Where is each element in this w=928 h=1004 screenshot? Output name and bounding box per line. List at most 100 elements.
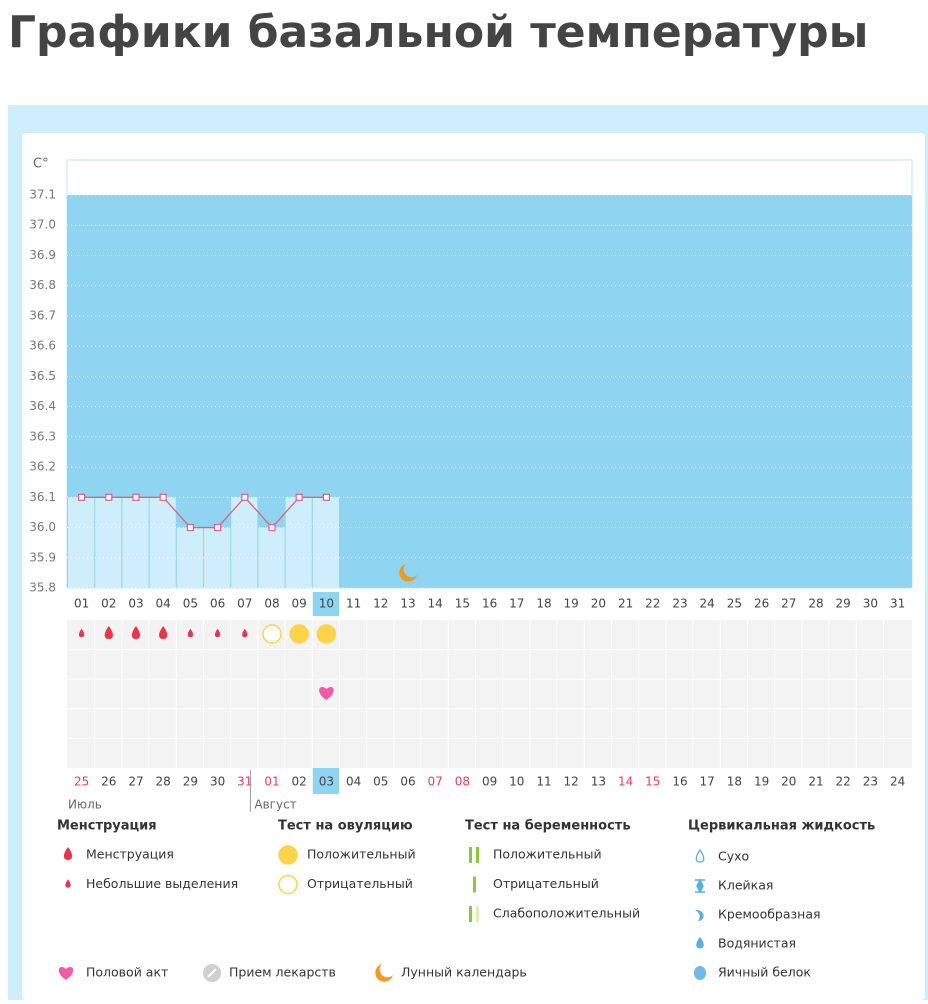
legend-item: Кремообразная [718, 907, 821, 922]
cycle-day: 04 [156, 597, 171, 611]
drop-icon [104, 626, 113, 639]
drop-icon [159, 626, 168, 639]
calendar-date: 01 [264, 775, 279, 789]
legend-item: Отрицательный [307, 876, 413, 891]
cycle-day: 01 [74, 597, 89, 611]
heart-icon [58, 967, 74, 980]
ovulation-icon [289, 624, 309, 644]
cycle-day: 26 [754, 597, 769, 611]
cycle-day: 28 [808, 597, 823, 611]
calendar-date: 23 [863, 775, 878, 789]
drop-icon [214, 628, 221, 638]
ovulation-icon [262, 624, 282, 644]
calendar-date: 04 [346, 775, 361, 789]
calendar-date: 22 [836, 775, 851, 789]
legend-item: Яичный белок [718, 965, 811, 980]
cycle-day: 06 [210, 597, 225, 611]
y-tick-label: 35.9 [29, 550, 56, 564]
y-tick-label: 36.8 [29, 278, 56, 292]
fluid-icon [695, 848, 705, 863]
temperature-column [231, 497, 258, 588]
y-tick-label: 36.5 [29, 369, 56, 383]
calendar-date: 03 [319, 775, 334, 789]
calendar-date: 06 [400, 775, 415, 789]
calendar-date: 29 [183, 775, 198, 789]
y-tick-label: 35.8 [29, 581, 56, 595]
calendar-date: 21 [808, 775, 823, 789]
cycle-day: 17 [509, 597, 524, 611]
temperature-column [176, 527, 203, 588]
cycle-day: 03 [128, 597, 143, 611]
y-tick-label: 36.7 [29, 308, 56, 322]
legend-item: Отрицательный [493, 876, 599, 891]
page-title: Графики базальной температуры [8, 7, 868, 58]
month-label: Август [254, 798, 296, 812]
temperature-point [295, 493, 303, 501]
fluid-icon [694, 966, 706, 980]
cycle-day: 20 [591, 597, 606, 611]
legend-item: Половой акт [86, 965, 168, 980]
cycle-day: 14 [428, 597, 443, 611]
heart-icon [319, 687, 334, 700]
temperature-column [149, 497, 176, 588]
drop-icon [242, 628, 248, 638]
cycle-day: 31 [890, 597, 905, 611]
fluid-icon [695, 909, 704, 921]
temperature-point [159, 493, 167, 501]
temperature-point [241, 493, 249, 501]
cycle-day: 27 [781, 597, 796, 611]
cycle-day: 07 [237, 597, 252, 611]
calendar-date: 19 [754, 775, 769, 789]
temperature-point [77, 493, 86, 501]
cycle-day: 22 [645, 597, 660, 611]
legend-item: Клейкая [718, 878, 773, 893]
drop-icon [65, 879, 71, 888]
cycle-day: 21 [618, 597, 633, 611]
y-unit: C° [33, 157, 49, 172]
y-tick-label: 37.1 [29, 188, 56, 202]
ovulation-icon [278, 874, 298, 895]
calendar-date: 28 [156, 775, 171, 789]
fluid-icon [695, 878, 705, 894]
cycle-day: 16 [482, 597, 497, 611]
cycle-day: 30 [863, 597, 878, 611]
legend-item: Небольшие выделения [86, 876, 238, 891]
pill-icon [207, 968, 217, 978]
cycle-day: 02 [101, 597, 116, 611]
test-icon [469, 906, 472, 922]
drop-icon [696, 936, 704, 949]
legend-item: Положительный [307, 847, 416, 862]
calendar-date: 07 [428, 775, 443, 789]
cycle-day: 29 [836, 597, 851, 611]
ovulation-icon [278, 845, 298, 865]
cycle-day: 23 [672, 597, 687, 611]
selected-date [312, 768, 339, 794]
temperature-point [132, 493, 140, 501]
drop-icon [131, 626, 141, 639]
calendar-date: 13 [591, 775, 606, 789]
marker-grid [67, 620, 912, 768]
test-icon [476, 847, 479, 863]
y-tick-label: 36.6 [29, 339, 56, 353]
cycle-day: 05 [183, 597, 198, 611]
cycle-day: 25 [727, 597, 742, 611]
calendar-date: 30 [210, 775, 225, 789]
calendar-date: 10 [509, 775, 524, 789]
cycle-day: 18 [536, 597, 551, 611]
calendar-date: 14 [618, 775, 633, 789]
temperature-point [322, 493, 330, 501]
legend-item: Слабоположительный [493, 906, 640, 921]
moon-icon [375, 964, 393, 982]
temperature-column [122, 497, 149, 588]
temperature-column [204, 527, 231, 588]
test-icon [476, 906, 479, 922]
plot-area [67, 195, 912, 588]
cycle-day: 08 [264, 597, 279, 611]
temperature-column [68, 497, 95, 588]
calendar-date: 27 [128, 775, 143, 789]
legend-item: Менструация [86, 847, 174, 862]
legend-item: Сухо [718, 849, 749, 864]
drop-icon [187, 628, 194, 638]
